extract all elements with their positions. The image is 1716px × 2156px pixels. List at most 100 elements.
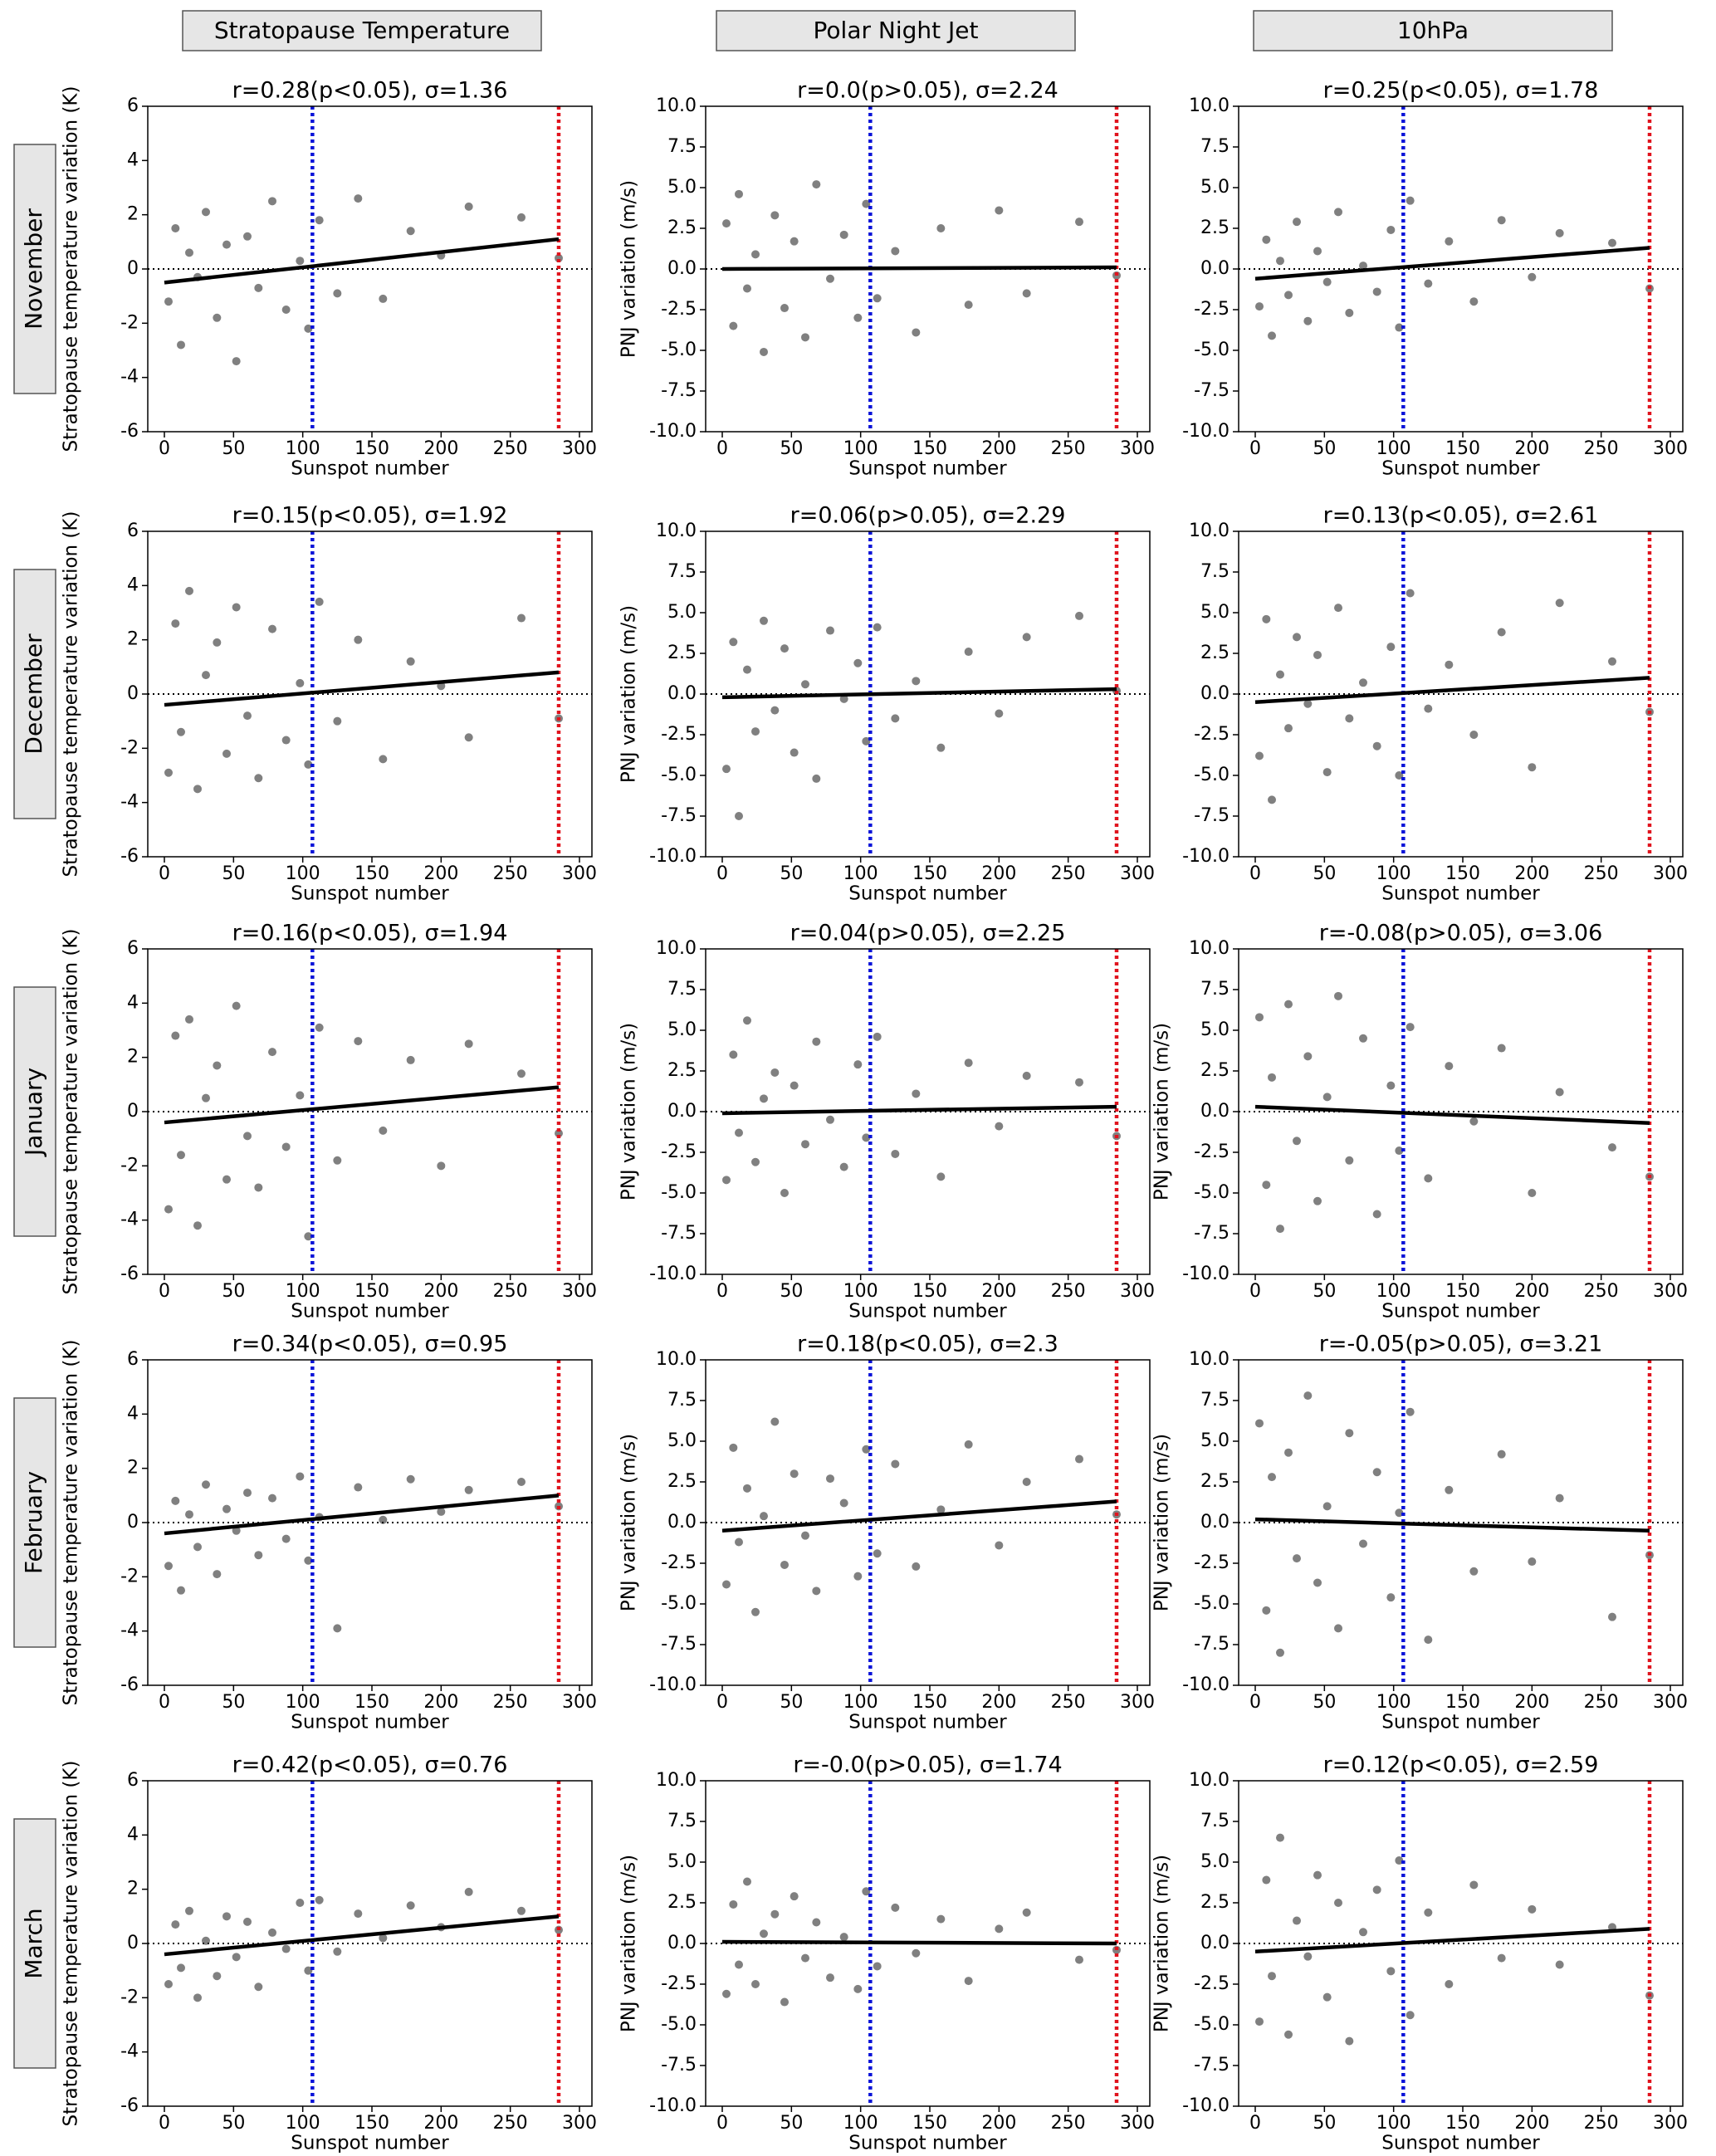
y-tick-label: -10.0 (1182, 2095, 1230, 2116)
x-tick-label: 300 (1120, 2113, 1155, 2134)
y-axis-label: Stratopause temperature variation (K) (61, 929, 82, 1295)
scatter-point (304, 1556, 313, 1565)
scatter-point (873, 1962, 882, 1971)
axes-frame (705, 1359, 1151, 1686)
scatter-point (304, 1966, 313, 1975)
scatter-point (232, 1001, 241, 1010)
scatter-point (812, 1037, 821, 1046)
scatter-point (222, 1175, 231, 1184)
x-tick-label: 0 (1249, 2113, 1261, 2134)
scatter-point (790, 237, 799, 246)
scatter-point (1262, 235, 1271, 244)
scatter-point (1022, 633, 1031, 642)
y-tick-label: -7.5 (661, 2055, 697, 2075)
scatter-point (333, 1624, 342, 1633)
y-tick-label: -7.5 (1194, 805, 1230, 826)
y-axis-label: PNJ variation (m/s) (618, 1434, 640, 1611)
scatter-point (379, 1934, 388, 1943)
scatter-point (729, 1050, 738, 1059)
x-axis-label: Sunspot number (291, 1301, 449, 1322)
x-tick-label: 250 (1584, 863, 1619, 884)
scatter-point (232, 603, 241, 612)
x-tick-label: 100 (286, 2113, 320, 2134)
scatter-point (1334, 991, 1342, 1000)
y-tick-label: -7.5 (661, 1223, 697, 1244)
scatter-point (304, 1232, 313, 1241)
y-tick-label: 10.0 (1189, 1770, 1230, 1791)
scatter-point (254, 1183, 263, 1192)
regression-line (164, 237, 560, 285)
x-tick-label: 300 (562, 438, 597, 459)
scatter-point (1262, 1875, 1271, 1885)
scatter-point (1445, 1980, 1454, 1988)
scatter-point (790, 1892, 799, 1901)
scatter-point (379, 1126, 388, 1135)
scatter-point (296, 1472, 305, 1481)
scatter-point (1075, 611, 1083, 620)
y-tick-label: 2.5 (1200, 218, 1230, 238)
y-tick-label: 0 (127, 1933, 139, 1953)
y-tick-label: 6 (127, 95, 139, 116)
y-tick-label: -6 (120, 1674, 139, 1695)
scatter-point (1359, 262, 1367, 271)
y-tick-label: 0.0 (1200, 258, 1230, 279)
y-tick-label: 0.0 (667, 1101, 697, 1122)
chart-title: r=0.28(p<0.05), σ=1.36 (232, 78, 508, 104)
y-axis-label: PNJ variation (m/s) (618, 1023, 640, 1200)
row-label-box (13, 986, 56, 1237)
y-tick-label: 2 (127, 1879, 139, 1899)
scatter-point (1022, 289, 1031, 298)
scatter-point (826, 1474, 834, 1484)
y-tick-label: 7.5 (1200, 561, 1230, 582)
scatter-point (1406, 1407, 1415, 1416)
y-tick-label: -2.5 (1194, 1552, 1230, 1573)
scatter-point (254, 774, 263, 783)
scatter-point (268, 624, 276, 633)
row-label-box (13, 144, 56, 394)
x-tick-label: 300 (1653, 863, 1688, 884)
scatter-point (1372, 287, 1381, 296)
scatter-point (729, 1443, 738, 1452)
scatter-point (853, 658, 863, 667)
y-tick-label: 10.0 (1189, 95, 1230, 116)
scatter-point (964, 1977, 973, 1986)
x-tick-label: 250 (1584, 2113, 1619, 2134)
scatter-point (406, 657, 415, 666)
scatter-point (1424, 704, 1433, 713)
scatter-point (862, 199, 871, 208)
scatter-point (1372, 1210, 1381, 1219)
x-tick-label: 150 (354, 438, 389, 459)
plot-content (148, 1360, 592, 1685)
scatter-point (1022, 1071, 1031, 1080)
scatter-point (1497, 216, 1506, 225)
scatter-point (555, 253, 563, 262)
y-tick-label: 0 (127, 1101, 139, 1122)
y-tick-label: 5.0 (667, 1430, 697, 1451)
scatter-point (1322, 1992, 1332, 2002)
x-tick-label: 150 (1445, 1692, 1480, 1713)
scatter-point (281, 306, 291, 314)
regression-line (721, 1104, 1117, 1116)
scatter-point (760, 1094, 768, 1103)
axes-frame (1238, 530, 1684, 858)
axes-frame (705, 530, 1151, 858)
scatter-point (770, 211, 780, 220)
scatter-point (873, 1032, 882, 1041)
scatter-point (1268, 1972, 1276, 1981)
plot-area (148, 1781, 592, 2106)
scatter-point (722, 1176, 731, 1185)
scatter-point (517, 1069, 526, 1078)
x-tick-label: 0 (1249, 863, 1261, 884)
y-tick-label: -2.5 (661, 724, 697, 745)
scatter-point (790, 1081, 799, 1090)
plot-area (148, 106, 592, 432)
scatter-point (354, 194, 363, 203)
scatter-point (464, 1485, 473, 1494)
scatter-point (873, 294, 882, 303)
chart-title: r=0.06(p>0.05), σ=2.29 (790, 503, 1066, 529)
scatter-point (164, 768, 173, 777)
scatter-point (296, 678, 305, 687)
chart-title: r=0.25(p<0.05), σ=1.78 (1323, 78, 1599, 104)
x-tick-label: 0 (159, 438, 170, 459)
x-tick-label: 150 (1445, 438, 1480, 459)
